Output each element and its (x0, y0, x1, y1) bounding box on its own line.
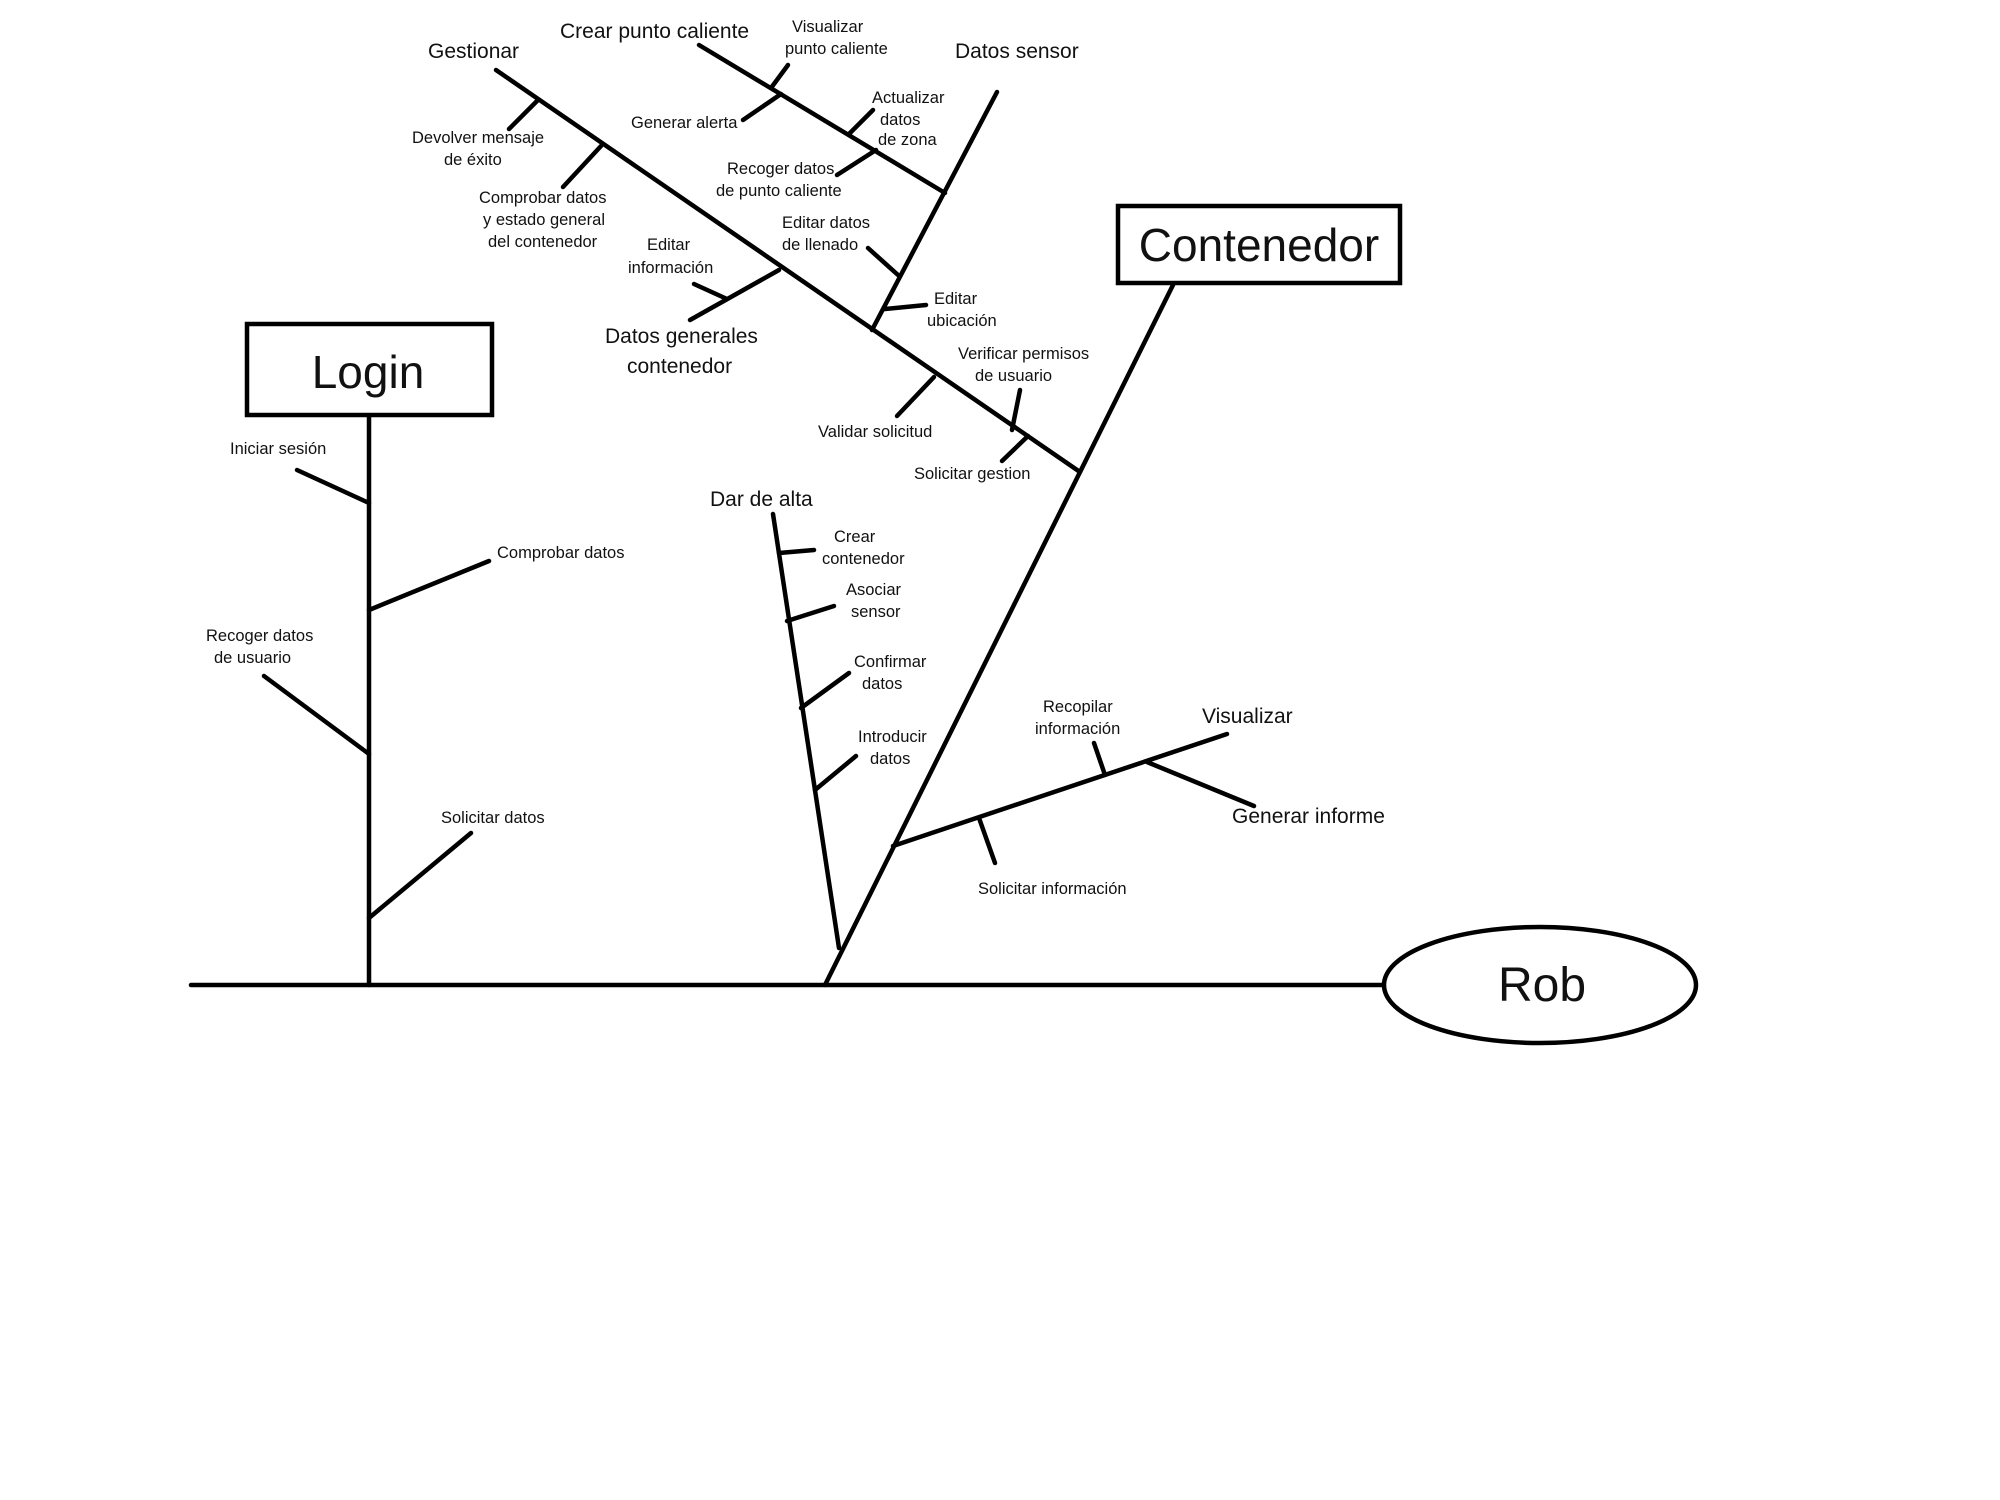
datos-sensor-bone (869, 89, 1000, 333)
datos-generales-label-2: contenedor (627, 355, 732, 378)
solicitar-info-bone (976, 815, 998, 866)
solicitar-datos-label: Solicitar datos (441, 809, 545, 827)
validar-solicitud-label: Validar solicitud (818, 423, 932, 441)
asociar-sensor-label-1: Asociar (846, 581, 902, 599)
dar-de-alta-label: Dar de alta (710, 488, 813, 511)
confirmar-datos-label-2: datos (862, 675, 902, 693)
effect-label: Rob (1498, 959, 1586, 1012)
recoger-datos-usuario-label-2: de usuario (214, 649, 291, 667)
visualizar-punto-caliente-bone (768, 62, 791, 91)
verificar-permisos-label-2: de usuario (975, 367, 1052, 385)
visualizar-label: Visualizar (1202, 705, 1293, 728)
recopilar-info-label-1: Recopilar (1043, 698, 1113, 716)
recoger-datos-punto-label-2: de punto caliente (716, 182, 842, 200)
login-label: Login (312, 346, 425, 398)
solicitar-gestion-label: Solicitar gestion (914, 465, 1030, 483)
contenedor-label: Contenedor (1139, 219, 1379, 271)
actualizar-label-3: de zona (878, 131, 938, 149)
recoger-datos-punto-bone (834, 147, 879, 178)
visualizar-punto-caliente-label-2: punto caliente (785, 40, 888, 58)
asociar-sensor-label-2: sensor (851, 603, 901, 621)
editar-llenado-label-1: Editar datos (782, 214, 870, 232)
devolver-mensaje-label-1: Devolver mensaje (412, 129, 544, 147)
effect-head (1381, 924, 1699, 1046)
asociar-sensor-bone (784, 603, 837, 624)
recoger-datos-punto-label-1: Recoger datos (727, 160, 834, 178)
actualizar-datos-zona-bone (846, 107, 876, 137)
visualizar-punto-caliente-label-1: Visualizar (792, 18, 864, 36)
editar-info-label-2: información (628, 259, 713, 277)
recopilar-info-bone (1091, 740, 1108, 778)
devolver-mensaje-bone (506, 98, 540, 132)
editar-ubicacion-label-1: Editar (934, 290, 978, 308)
dar-de-alta-bone (770, 511, 842, 951)
crear-contenedor-label-1: Crear (834, 528, 876, 546)
crear-punto-caliente-bone (696, 42, 948, 196)
editar-llenado-bone (865, 245, 901, 278)
confirmar-datos-label-1: Confirmar (854, 653, 927, 671)
solicitar-gestion-bone (999, 433, 1031, 464)
actualizar-label-2: datos (880, 111, 920, 129)
generar-alerta-label: Generar alerta (631, 114, 738, 132)
generar-informe-bone (1144, 759, 1257, 809)
editar-info-label-1: Editar (647, 236, 691, 254)
recoger-datos-usuario-bone (261, 673, 372, 757)
crear-contenedor-label-2: contenedor (822, 550, 905, 568)
iniciar-sesion-bone (294, 467, 372, 506)
generar-alerta-bone (740, 91, 784, 123)
login-box (244, 321, 495, 418)
verificar-permisos-bone (1009, 387, 1023, 433)
comprobar-datos-bone (366, 558, 492, 613)
crear-punto-caliente-label: Crear punto caliente (560, 20, 749, 43)
actualizar-label-1: Actualizar (872, 89, 945, 107)
comprobar-estado-label-3: del contenedor (488, 233, 598, 251)
introducir-datos-label-1: Introducir (858, 728, 927, 746)
comprobar-estado-bone (560, 143, 604, 190)
verificar-permisos-label-1: Verificar permisos (958, 345, 1089, 363)
gestionar-bone (493, 67, 1083, 475)
introducir-datos-bone (812, 753, 859, 793)
editar-ubicacion-bone (882, 302, 929, 312)
contenedor-box (1115, 203, 1403, 286)
editar-ubicacion-label-2: ubicación (927, 312, 997, 330)
recoger-datos-usuario-label-1: Recoger datos (206, 627, 313, 645)
recopilar-info-label-2: información (1035, 720, 1120, 738)
solicitar-info-label: Solicitar información (978, 880, 1127, 898)
crear-contenedor-bone (776, 547, 817, 556)
datos-generales-bone (687, 267, 782, 323)
validar-solicitud-bone (894, 374, 937, 419)
generar-informe-label: Generar informe (1232, 805, 1385, 828)
datos-sensor-label: Datos sensor (955, 40, 1079, 63)
contenedor-bone (822, 282, 1176, 988)
editar-llenado-label-2: de llenado (782, 236, 858, 254)
visualizar-bone (890, 731, 1230, 849)
iniciar-sesion-label: Iniciar sesión (230, 440, 326, 458)
comprobar-estado-label-1: Comprobar datos (479, 189, 606, 207)
datos-generales-label-1: Datos generales (605, 325, 758, 348)
confirmar-datos-bone (798, 670, 852, 711)
introducir-datos-label-2: datos (870, 750, 910, 768)
solicitar-datos-bone (366, 830, 474, 921)
comprobar-estado-label-2: y estado general (483, 211, 605, 229)
editar-info-bone (691, 281, 730, 302)
comprobar-datos-label: Comprobar datos (497, 544, 624, 562)
gestionar-label: Gestionar (428, 40, 519, 63)
devolver-mensaje-label-2: de éxito (444, 151, 502, 169)
